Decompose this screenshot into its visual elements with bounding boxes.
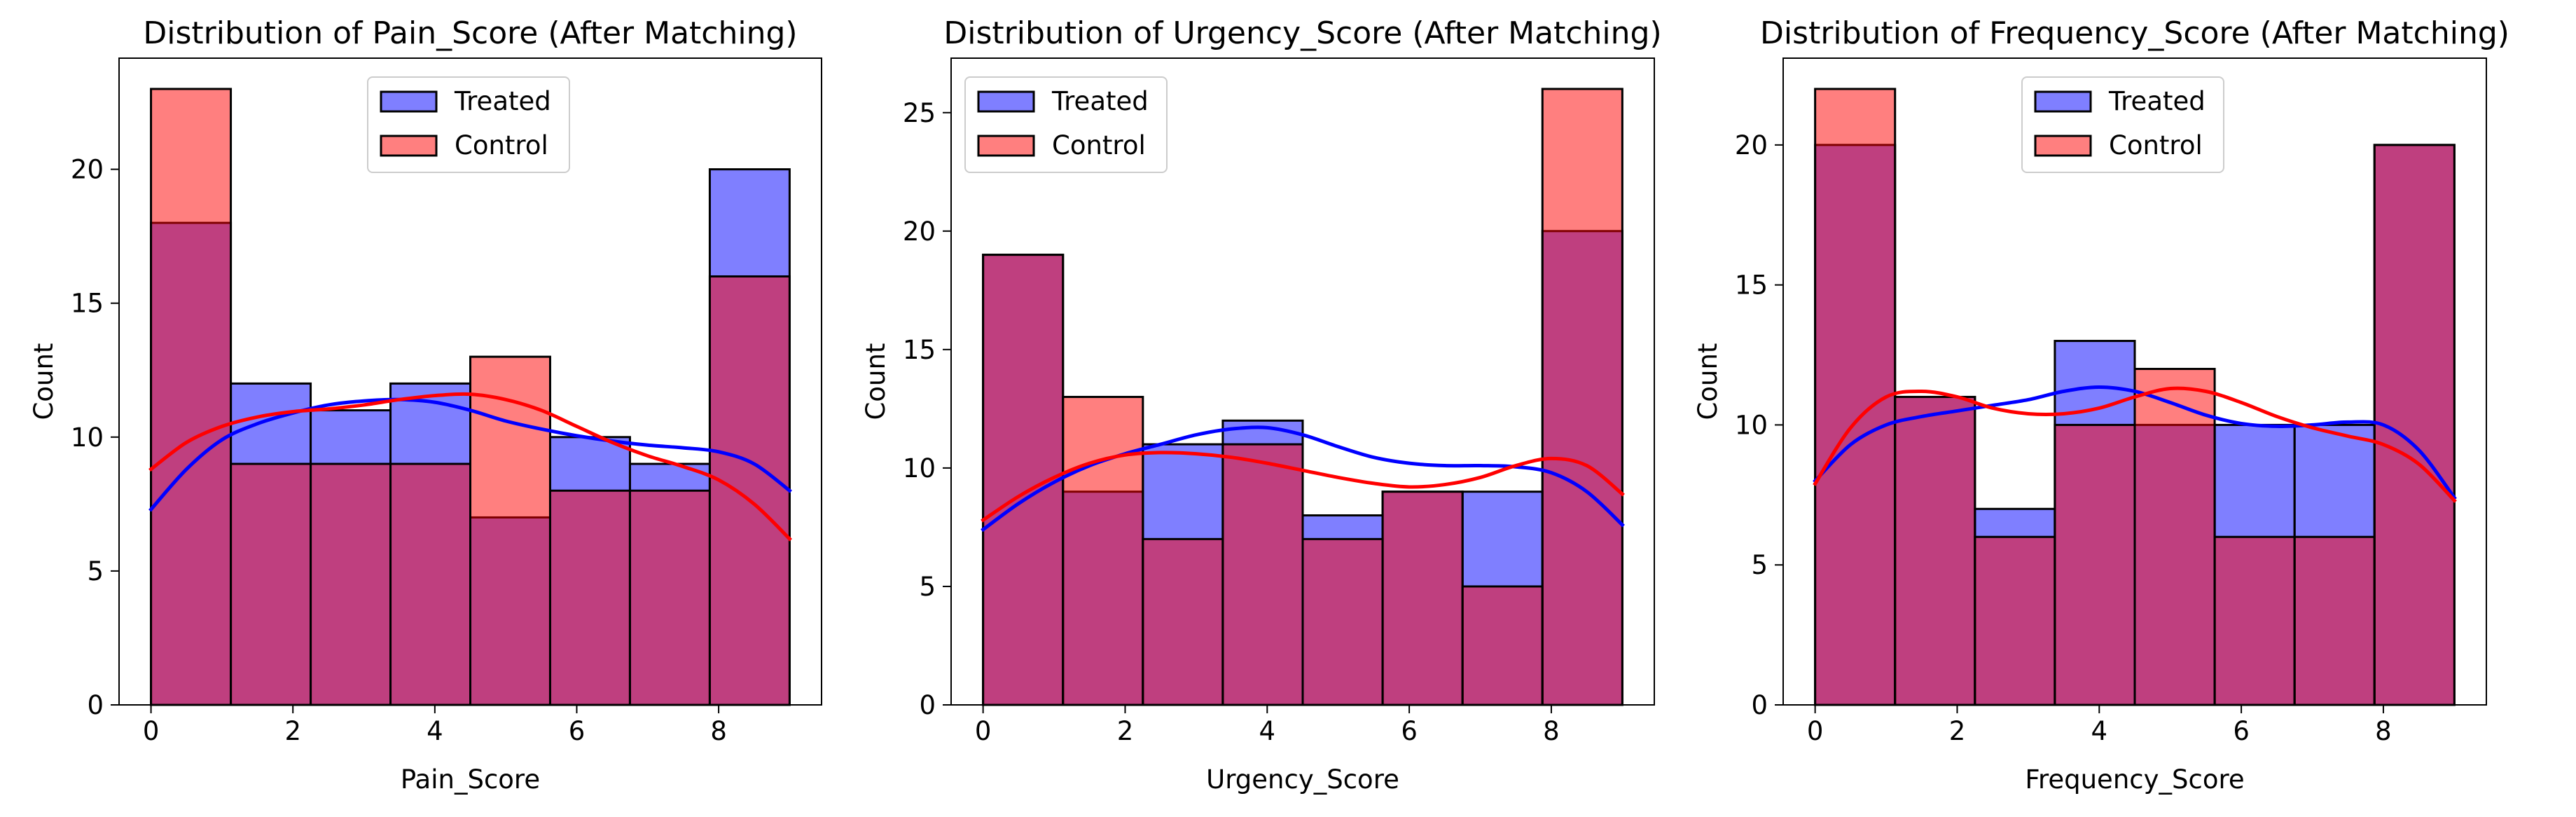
x-tick-label: 0: [143, 716, 160, 746]
x-tick-label: 6: [2233, 716, 2250, 746]
legend-swatch-treated: [380, 90, 438, 113]
kde-line-control: [1813, 386, 2457, 503]
x-tick-label: 6: [1401, 716, 1418, 746]
y-tick-label: 5: [1751, 550, 1768, 580]
chart-panel-1: 0 2 4 6 8 0 5 10 15 20 Distribution of Pain_Score …: [29, 15, 822, 795]
bar-control-2: [230, 462, 312, 706]
x-axis-label: Urgency_Score: [1206, 764, 1399, 795]
y-tick-label: 10: [71, 423, 104, 453]
legend-swatch-treated: [977, 90, 1035, 113]
axes-frame: [118, 57, 822, 706]
legend: Treated Control: [2021, 76, 2224, 173]
bar-control-6: [2213, 535, 2296, 706]
bar-control-8: [1541, 88, 1623, 706]
kde-line-treated: [1813, 385, 2457, 500]
bar-control-4: [1221, 443, 1304, 706]
x-tick-label: 2: [1949, 716, 1966, 746]
axes-frame: [1782, 57, 2487, 706]
x-tick-label: 4: [1259, 716, 1276, 746]
x-tick-label: 8: [1543, 716, 1560, 746]
chart-panel-3: 0 2 4 6 8 0 5 10 15 20 Distribution of Frequency_S…: [1693, 15, 2509, 795]
legend-label-treated: Treated: [454, 86, 551, 116]
chart-title: Distribution of Pain_Score (After Matchi…: [143, 15, 797, 51]
legend: Treated Control: [964, 76, 1168, 173]
x-tick-label: 2: [1117, 716, 1134, 746]
y-tick-label: 15: [1735, 270, 1768, 301]
chart-title: Distribution of Urgency_Score (After Mat…: [943, 15, 1661, 51]
bar-control-2: [1894, 395, 1976, 706]
bar-control-8: [708, 275, 791, 706]
bar-control-3: [310, 462, 392, 706]
y-tick-label: 10: [903, 453, 936, 483]
x-tick-label: 0: [1807, 716, 1824, 746]
bar-control-4: [2054, 423, 2136, 706]
y-tick-label: 20: [903, 217, 936, 247]
y-axis-label: Count: [29, 343, 59, 420]
bar-control-7: [628, 489, 711, 706]
chart-panel-2: 0 2 4 6 8 0 5 10 15 20 25 Distribution of Urgency_S…: [861, 15, 1662, 795]
bar-control-6: [548, 489, 631, 706]
x-tick-label: 0: [975, 716, 992, 746]
bar-control-6: [1381, 490, 1464, 706]
x-axis-label: Pain_Score: [401, 764, 540, 795]
chart-title: Distribution of Frequency_Score (After M…: [1760, 15, 2509, 51]
y-tick-label: 20: [71, 155, 104, 185]
y-tick-label: 0: [87, 690, 104, 720]
legend-label-treated: Treated: [1051, 86, 1149, 116]
x-tick-label: 4: [2091, 716, 2108, 746]
bar-control-3: [1974, 535, 2056, 706]
bar-control-7: [1461, 585, 1544, 706]
legend-label-control: Control: [2109, 130, 2203, 160]
bar-control-4: [389, 462, 471, 706]
y-tick-label: 25: [903, 98, 936, 128]
axes-frame: [950, 57, 1655, 706]
y-tick-label: 5: [919, 572, 936, 602]
legend-label-treated: Treated: [2108, 86, 2205, 116]
kde-line-control: [981, 451, 1625, 523]
y-tick-label: 10: [1735, 410, 1768, 440]
legend: Treated Control: [367, 76, 570, 173]
bar-control-5: [2133, 368, 2216, 706]
legend-swatch-control: [2034, 135, 2092, 157]
legend-swatch-control: [977, 135, 1035, 157]
bars-control: [1814, 88, 2456, 706]
x-tick-label: 8: [2375, 716, 2392, 746]
bar-control-2: [1062, 395, 1144, 706]
bar-control-1: [150, 88, 233, 706]
kde-line-control: [148, 392, 792, 542]
y-tick-label: 5: [87, 556, 104, 586]
legend-label-control: Control: [1052, 130, 1146, 160]
legend-label-control: Control: [455, 130, 548, 160]
x-tick-label: 2: [284, 716, 301, 746]
y-tick-label: 0: [919, 690, 936, 720]
kde-line-treated: [148, 397, 792, 512]
x-tick-label: 6: [569, 716, 586, 746]
bar-control-1: [1814, 88, 1897, 706]
x-axis-label: Frequency_Score: [2025, 764, 2244, 795]
y-tick-label: 20: [1735, 130, 1768, 160]
bar-control-7: [2293, 535, 2376, 706]
legend-swatch-treated: [2034, 90, 2092, 113]
bar-control-5: [1301, 537, 1384, 706]
y-tick-label: 0: [1751, 690, 1768, 720]
y-axis-label: Count: [1693, 343, 1723, 420]
bars-control: [150, 88, 791, 706]
bars-control: [982, 88, 1623, 706]
x-tick-label: 4: [427, 716, 443, 746]
y-axis-label: Count: [861, 343, 891, 420]
x-tick-label: 8: [710, 716, 727, 746]
legend-swatch-control: [380, 135, 438, 157]
y-tick-label: 15: [903, 335, 936, 365]
bar-control-3: [1142, 537, 1224, 706]
y-tick-label: 15: [71, 289, 104, 319]
